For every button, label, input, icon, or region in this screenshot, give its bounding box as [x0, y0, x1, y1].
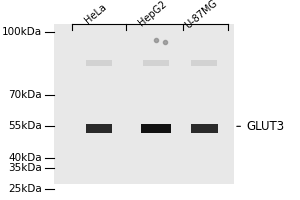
- Text: GLUT3: GLUT3: [237, 120, 284, 133]
- Text: 55kDa: 55kDa: [8, 121, 42, 131]
- FancyBboxPatch shape: [141, 124, 171, 133]
- FancyBboxPatch shape: [54, 24, 234, 184]
- Text: 70kDa: 70kDa: [8, 90, 42, 100]
- FancyBboxPatch shape: [86, 124, 112, 133]
- Text: 40kDa: 40kDa: [8, 153, 42, 163]
- Text: HepG2: HepG2: [137, 0, 169, 28]
- Text: 25kDa: 25kDa: [8, 184, 42, 194]
- FancyBboxPatch shape: [190, 124, 218, 133]
- FancyBboxPatch shape: [86, 60, 112, 66]
- Text: HeLa: HeLa: [83, 2, 109, 26]
- FancyBboxPatch shape: [191, 60, 217, 66]
- Text: 100kDa: 100kDa: [2, 27, 42, 37]
- Text: 35kDa: 35kDa: [8, 163, 42, 173]
- FancyBboxPatch shape: [143, 60, 169, 66]
- Text: U-87MG: U-87MG: [183, 0, 219, 30]
